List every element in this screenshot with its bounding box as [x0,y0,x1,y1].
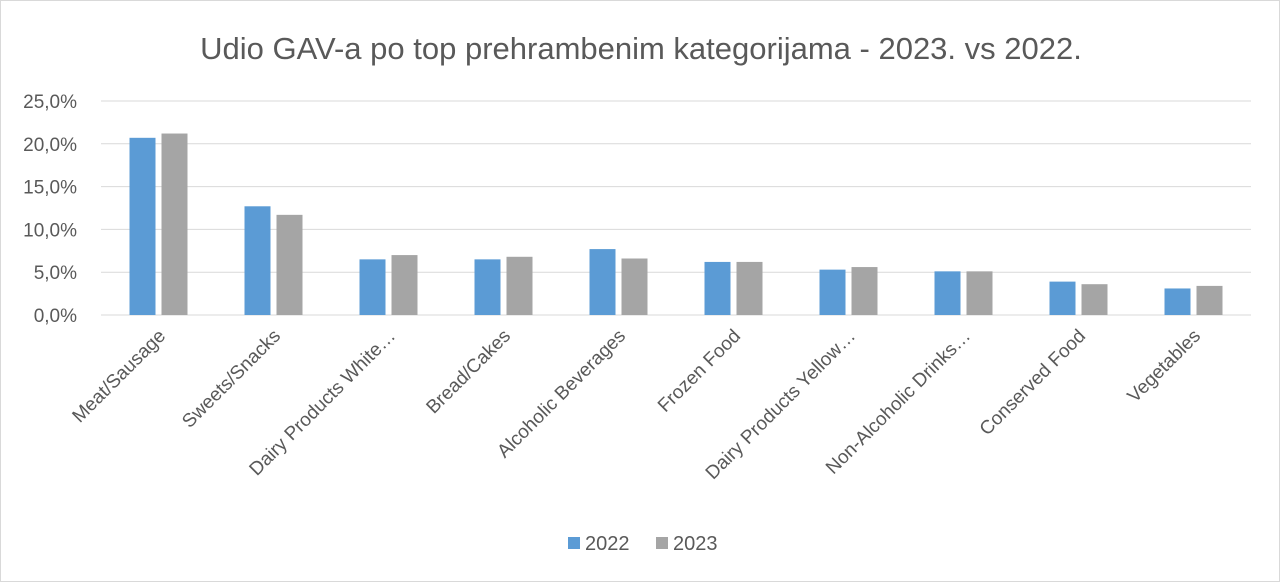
legend: 2022 2023 [568,533,718,555]
bar-2022 [934,271,961,315]
y-tick-label: 0,0% [34,306,77,327]
y-tick-label: 25,0% [23,92,77,113]
bar-2022 [359,259,386,315]
x-tick-label: Conserved Food [976,326,1090,440]
gridlines [101,100,1251,316]
legend-swatch-2022 [568,537,580,549]
y-tick-label: 15,0% [23,178,77,199]
bar-2022 [129,137,156,315]
bars [129,133,1223,315]
bar-2023 [621,258,648,315]
x-tick-label: Alcoholic Beverages [493,326,630,463]
bar-2023 [966,271,993,315]
y-tick-label: 10,0% [23,220,77,241]
bar-2023 [736,261,763,315]
bar-2022 [819,269,846,315]
bar-2022 [704,261,731,315]
bar-2022 [244,206,271,315]
bar-2022 [1049,281,1076,315]
chart-title: Udio GAV-a po top prehrambenim kategorij… [200,31,1082,66]
bar-2023 [391,255,418,315]
bar-2022 [474,259,501,315]
legend-label: 2022 [585,533,630,555]
x-tick-label: Bread/Cakes [423,326,516,419]
legend-label: 2023 [673,533,718,555]
bar-2023 [851,267,878,315]
bar-2023 [161,133,188,315]
bar-2022 [589,249,616,315]
legend-swatch-2023 [656,537,668,549]
bar-2023 [506,256,533,315]
bar-2023 [1196,285,1223,315]
y-tick-label: 20,0% [23,135,77,156]
bar-2022 [1164,288,1191,315]
bar-2023 [276,214,303,315]
bar-2023 [1081,284,1108,315]
y-tick-label: 5,0% [34,263,77,284]
x-tick-label: Vegetables [1124,326,1205,407]
x-tick-label: Frozen Food [654,326,745,417]
x-tick-label: Sweets/Snacks [178,326,285,433]
x-tick-label: Meat/Sausage [69,326,170,427]
y-axis-ticks: 0,0% 5,0% 10,0% 15,0% 20,0% 25,0% [23,92,77,327]
